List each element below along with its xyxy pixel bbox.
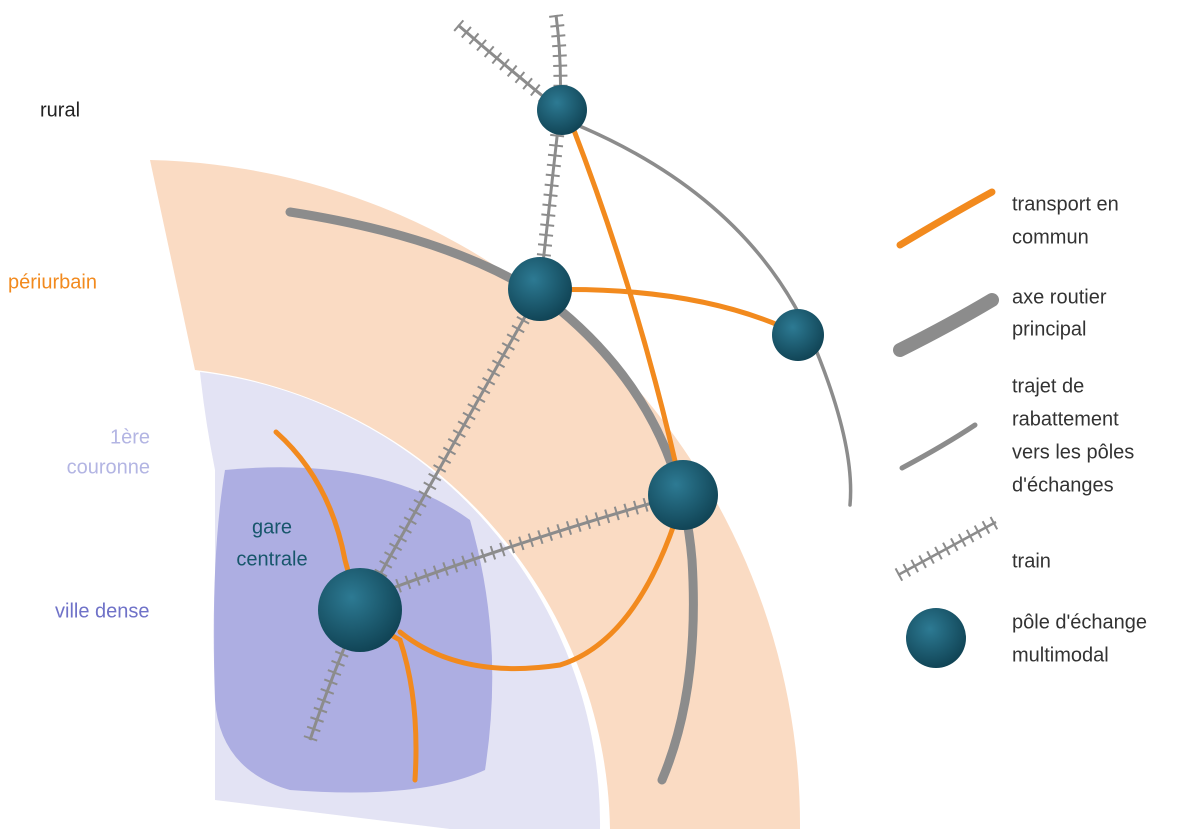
main-road	[285, 207, 698, 785]
zone-label: 1ère	[110, 426, 150, 448]
legend-text: transport en	[1012, 193, 1119, 215]
legend-text: vers les pôles	[1012, 441, 1134, 463]
legend-text: pôle d'échange	[1012, 611, 1147, 633]
periurban-zone	[150, 160, 801, 829]
legend-text: d'échanges	[1012, 474, 1114, 496]
legend-text: trajet de	[1012, 375, 1084, 397]
station-label: gare	[252, 516, 292, 538]
legend-text: principal	[1012, 318, 1086, 340]
stations	[318, 85, 824, 652]
legend-text: multimodal	[1012, 644, 1109, 666]
station-label: centrale	[236, 548, 307, 570]
legend-icon	[893, 293, 999, 357]
legend-icon	[896, 188, 996, 249]
zone-label: périurbain	[8, 271, 97, 293]
zone-label: ville dense	[55, 600, 150, 622]
zone-label: couronne	[67, 456, 150, 478]
legend-icon	[906, 608, 966, 668]
legend-text: commun	[1012, 226, 1089, 248]
zone-label: rural	[40, 99, 80, 121]
legend-icon	[899, 422, 978, 471]
legend-text: axe routier	[1012, 286, 1107, 308]
legend-text: train	[1012, 550, 1051, 572]
legend-icon	[894, 515, 1000, 582]
legend-text: rabattement	[1012, 408, 1119, 430]
